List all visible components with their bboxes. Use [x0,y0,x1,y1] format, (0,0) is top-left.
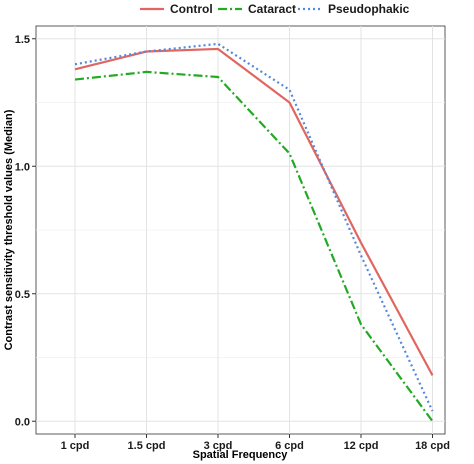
y-axis-title: Contrast sensitivity threshold values (M… [3,109,15,350]
y-tick-label: 0.0 [15,416,30,428]
x-tick-label: 18 cpd [415,440,450,452]
x-tick-label: 1 cpd [61,440,90,452]
series-lines [74,42,434,422]
x-axis-title: Spatial Frequency [193,449,289,461]
legend-label-control: Control [170,2,213,16]
x-tick-label: 3 cpd [204,440,233,452]
series-line-cataract [74,70,434,422]
legend: Control Cataract Pseudophakic [140,2,410,16]
series-line-pseudophakic [74,42,434,412]
x-tick-label: 6 cpd [275,440,304,452]
y-tick-label: 0.5 [15,289,30,301]
legend-label-cataract: Cataract [248,2,296,16]
x-tick-label: 12 cpd [344,440,379,452]
y-axis-ticks: 0.0 0.5 1.0 1.5 [15,34,36,428]
y-tick-label: 1.5 [15,34,30,46]
grid [36,26,445,434]
x-axis-ticks: 1 cpd 1.5 cpd 3 cpd 6 cpd 12 cpd 18 cpd [61,434,450,452]
legend-label-pseudophakic: Pseudophakic [328,2,410,16]
x-tick-label: 1.5 cpd [128,440,166,452]
y-tick-label: 1.0 [15,161,30,173]
